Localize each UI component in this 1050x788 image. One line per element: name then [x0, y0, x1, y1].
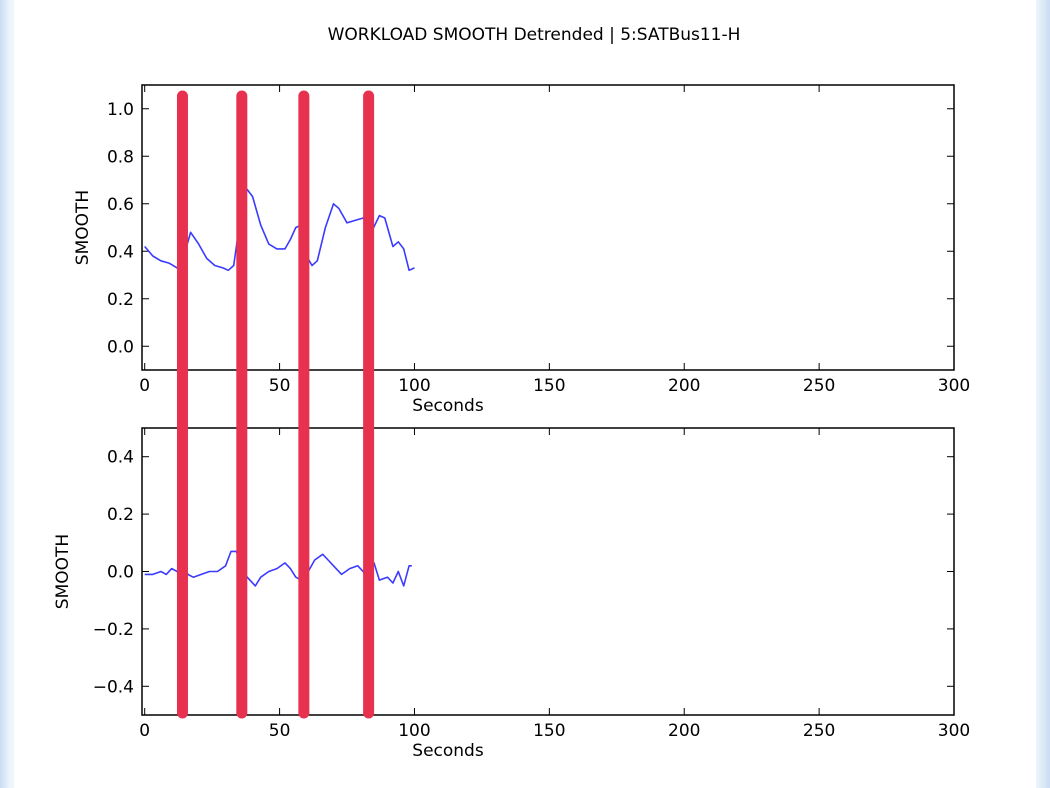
y-tick-label: −0.4 — [93, 677, 134, 697]
chart-title: WORKLOAD SMOOTH Detrended | 5:SATBus11-H — [328, 25, 741, 45]
y-axis-label: SMOOTH — [73, 190, 93, 265]
plot-frame — [141, 84, 955, 371]
x-tick-label: 100 — [398, 721, 430, 741]
x-tick-label: 50 — [269, 721, 291, 741]
y-tick-label: 1.0 — [107, 100, 134, 120]
y-axis-label: SMOOTH — [53, 534, 73, 609]
x-tick-label: 0 — [139, 721, 150, 741]
x-tick-label: 300 — [938, 721, 970, 741]
x-tick-label: 150 — [533, 376, 565, 396]
x-tick-label: 200 — [668, 721, 700, 741]
y-tick-label: 0.6 — [107, 195, 134, 215]
x-tick-label: 250 — [803, 721, 835, 741]
y-tick-label: 0.4 — [107, 242, 134, 262]
y-tick-label: 0.0 — [107, 337, 134, 357]
y-tick-label: 0.2 — [107, 290, 134, 310]
subplot-1: 0 50 100 150 200 250 300 0.0 0.2 0.4 0.6 0.8 1.0 Seco… — [73, 84, 970, 416]
y-tick-label: 0.4 — [107, 448, 134, 468]
chart-svg: WORKLOAD SMOOTH Detrended | 5:SATBus11-H… — [53, 25, 970, 761]
x-tick-label: 0 — [139, 376, 150, 396]
chart-figure: WORKLOAD SMOOTH Detrended | 5:SATBus11-H… — [14, 0, 1036, 788]
x-tick-label: 300 — [938, 376, 970, 396]
y-tick-label: 0.0 — [107, 563, 134, 583]
y-tick-label: −0.2 — [93, 620, 134, 640]
x-tick-label: 100 — [398, 376, 430, 396]
x-tick-label: 50 — [269, 376, 291, 396]
x-axis-label: Seconds — [412, 741, 484, 761]
plot-frame — [141, 427, 955, 716]
x-axis-label: Seconds — [412, 396, 484, 416]
x-tick-label: 150 — [533, 721, 565, 741]
y-tick-label: 0.8 — [107, 147, 134, 167]
subplot-2: 0 50 100 150 200 250 300 −0.4 −0.2 0.0 0.2 0.4 Secon… — [53, 427, 970, 761]
x-tick-label: 250 — [803, 376, 835, 396]
y-tick-label: 0.2 — [107, 505, 134, 525]
x-tick-label: 200 — [668, 376, 700, 396]
